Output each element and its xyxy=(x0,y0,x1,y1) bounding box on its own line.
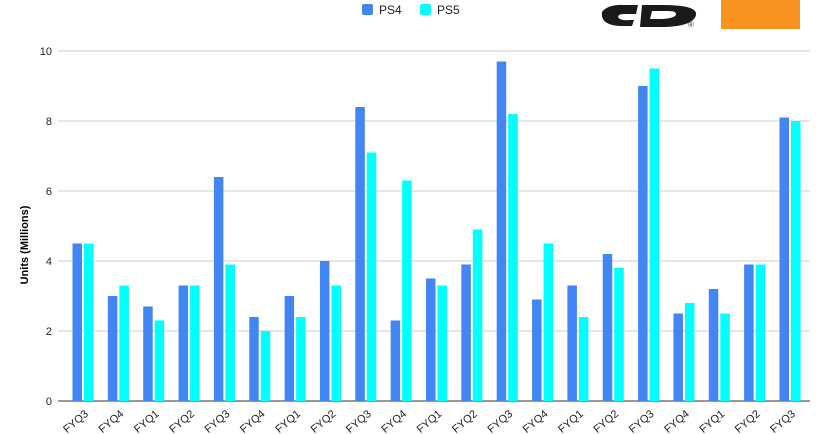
x-tick-label: FYQ4 xyxy=(662,408,692,434)
bar-ps4 xyxy=(319,261,330,401)
bar-ps5 xyxy=(84,243,94,401)
bar-ps5 xyxy=(154,320,165,401)
x-tick-label: FYQ4 xyxy=(379,408,409,434)
bar-ps5 xyxy=(225,264,235,401)
bar-ps4 xyxy=(178,285,189,401)
bar-ps5 xyxy=(472,229,483,401)
x-tick-label: FYQ3 xyxy=(203,408,233,434)
bar-ps5 xyxy=(755,264,766,401)
x-tick-label: FYQ1 xyxy=(556,408,586,434)
x-tick-label: FYQ1 xyxy=(415,408,445,434)
bar-ps4 xyxy=(532,299,542,401)
legend-swatch xyxy=(420,4,431,15)
y-tick-label: 0 xyxy=(46,396,52,408)
svg-text:®: ® xyxy=(688,20,694,29)
x-tick-label: FYQ2 xyxy=(309,408,339,434)
x-tick-label: FYQ2 xyxy=(167,408,197,434)
y-tick-label: 2 xyxy=(46,326,52,338)
bar-ps5 xyxy=(190,285,200,401)
x-tick-label: FYQ4 xyxy=(97,408,127,434)
orange-badge xyxy=(721,0,800,29)
x-tick-label: FYQ3 xyxy=(344,408,374,434)
legend: PS4 PS5 xyxy=(362,3,460,17)
bar-ps4 xyxy=(461,264,471,401)
x-tick-label: FYQ3 xyxy=(485,408,515,434)
x-tick-label: FYQ3 xyxy=(627,408,657,434)
legend-label: PS5 xyxy=(437,3,460,17)
x-tick-label: FYQ2 xyxy=(591,408,621,434)
bar-ps5 xyxy=(402,180,412,401)
y-tick-label: 10 xyxy=(40,46,52,58)
bar-ps4 xyxy=(638,86,648,401)
bar-ps4 xyxy=(390,320,401,401)
bar-ps4 xyxy=(284,296,295,401)
bar-ps5 xyxy=(543,243,554,401)
bar-ps5 xyxy=(578,317,589,401)
x-tick-label: FYQ1 xyxy=(132,408,162,434)
bar-ps4 xyxy=(496,61,507,401)
playstation-logo: ® xyxy=(601,4,697,29)
bar-ps5 xyxy=(508,114,518,401)
y-tick-label: 4 xyxy=(46,256,52,268)
bar-ps5 xyxy=(260,331,271,401)
bar-ps4 xyxy=(673,313,683,401)
bar-ps4 xyxy=(72,243,82,401)
bar-ps4 xyxy=(708,289,719,401)
bar-ps4 xyxy=(355,107,365,401)
bar-ps5 xyxy=(366,152,377,401)
bar-ps4 xyxy=(249,317,259,401)
legend-swatch xyxy=(362,4,373,15)
y-axis-label: Units (Millions) xyxy=(19,205,31,284)
bar-ps4 xyxy=(744,264,754,401)
x-tick-label: FYQ3 xyxy=(768,408,798,434)
bar-ps4 xyxy=(143,306,153,401)
bar-ps4 xyxy=(426,278,436,401)
x-tick-label: FYQ4 xyxy=(521,408,551,434)
x-tick-label: FYQ1 xyxy=(273,408,303,434)
bar-ps4 xyxy=(779,117,789,401)
bar-ps5 xyxy=(614,268,624,401)
bar-ps4 xyxy=(107,296,118,401)
bar-ps5 xyxy=(437,285,447,401)
legend-label: PS4 xyxy=(379,3,402,17)
bar-ps5 xyxy=(684,303,695,401)
bar-ps5 xyxy=(791,121,801,401)
x-tick-label: FYQ3 xyxy=(61,408,91,434)
x-tick-label: FYQ4 xyxy=(238,408,268,434)
bar-ps5 xyxy=(119,285,129,401)
bar-ps4 xyxy=(213,177,224,401)
x-tick-label: FYQ1 xyxy=(698,408,728,434)
x-tick-label: FYQ2 xyxy=(450,408,480,434)
bar-ps5 xyxy=(296,317,306,401)
bar-ps5 xyxy=(720,313,730,401)
y-tick-label: 6 xyxy=(46,186,52,198)
bar-ps5 xyxy=(649,68,660,401)
x-tick-label: FYQ2 xyxy=(733,408,763,434)
y-tick-label: 8 xyxy=(46,116,52,128)
bar-ps4 xyxy=(567,285,577,401)
bar-ps4 xyxy=(602,254,613,401)
bar-ps5 xyxy=(331,285,341,401)
